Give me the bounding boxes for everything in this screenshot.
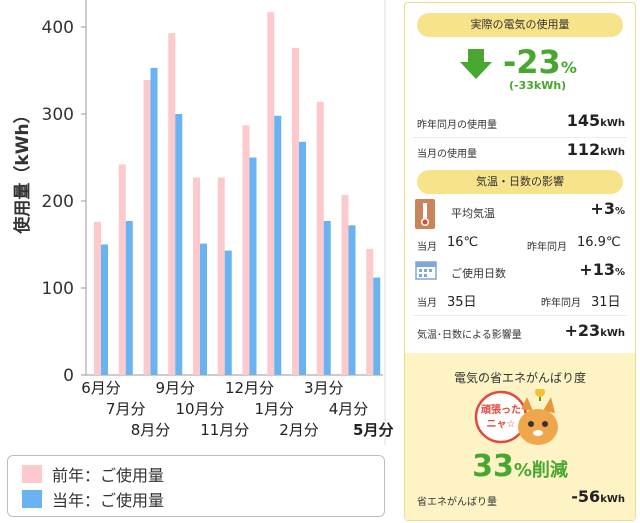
temp-prev-label: 昨年同月 [527, 242, 567, 253]
x-tick-label: 8月分 [131, 421, 171, 439]
y-axis: 0 100 200 300 400 [42, 0, 386, 445]
y-tick-label: 200 [42, 192, 74, 212]
bar-prev-year [217, 177, 225, 375]
usage-summary-panel: 実際の電気の使用量 -23% (-33kWh) 昨年同月の使用量 145kWh … [404, 2, 636, 521]
bar-current-year [299, 141, 306, 375]
temp-current-label: 当月 [417, 242, 437, 253]
saving-value: -56kWh [571, 487, 625, 506]
impact-label: 気温･日数による影響量 [417, 330, 522, 341]
days-prev-label: 昨年同月 [541, 298, 581, 309]
x-tick-label: 6月分 [81, 379, 121, 397]
y-tick-label: 400 [42, 18, 74, 38]
legend-item-prev: 前年：ご使用量 [22, 463, 164, 485]
bar-prev-year [193, 177, 200, 375]
x-tick-label: 5月分 [353, 421, 393, 439]
divider [413, 315, 627, 316]
badge-text-1: 頑張った [480, 404, 521, 416]
bars [94, 12, 381, 376]
badge-text-2: ニャ☆ [487, 419, 516, 430]
chart-legend: 前年：ご使用量 当年：ご使用量 [7, 455, 385, 517]
effort-percent: 33%削減 [472, 449, 568, 484]
actual-usage-title: 実際の電気の使用量 [417, 13, 623, 37]
bar-current-year [175, 114, 183, 375]
prev-year-usage-value: 145kWh [566, 111, 625, 130]
bar-chart: 0 100 200 300 400 6月分 7月分 8月分 9月分 10月分 11月分 12月分 1月… [12, 0, 393, 445]
x-tick-label: 9月分 [155, 379, 195, 397]
current-usage-value: 112kWh [566, 140, 625, 159]
temp-prev-value: 16.9℃ [577, 235, 621, 250]
saving-label: 省エネがんばり量 [417, 497, 497, 508]
bar-current-year [274, 115, 282, 376]
impact-value: +23kWh [564, 321, 625, 340]
bar-prev-year [341, 194, 349, 375]
down-arrow-icon [460, 49, 492, 79]
prev-year-usage-label: 昨年同月の使用量 [417, 120, 497, 131]
bar-prev-year [292, 47, 299, 375]
bar-current-year [101, 244, 108, 375]
y-tick-label: 100 [42, 279, 74, 299]
days-impact-value: +13% [579, 260, 625, 279]
current-usage-label: 当月の使用量 [417, 149, 477, 160]
bar-current-year [200, 243, 207, 375]
thermometer-icon [415, 199, 435, 229]
cat-mascot-icon: 頑張った ニャ☆ [474, 389, 558, 445]
x-tick-label: 3月分 [304, 379, 344, 397]
temperature-label: 平均気温 [451, 207, 495, 220]
actual-usage-percent: -23% [503, 43, 577, 81]
y-tick-label: 300 [42, 105, 74, 125]
bar-current-year [150, 67, 158, 375]
legend-label-prev: 前年：ご使用量 [52, 466, 165, 485]
legend-swatch-curr [22, 490, 42, 508]
y-tick-label: 0 [63, 366, 74, 386]
calendar-icon [415, 261, 437, 280]
bar-current-year [323, 221, 331, 375]
temperature-impact-value: +3% [590, 199, 625, 218]
divider [413, 137, 627, 138]
x-axis: 6月分 7月分 8月分 9月分 10月分 11月分 12月分 1月分 2月分 3月分 4月分 5月分 [81, 379, 393, 439]
days-prev-value: 31日 [591, 295, 621, 310]
bar-prev-year [242, 125, 250, 375]
x-tick-label: 2月分 [279, 421, 319, 439]
y-axis-label: 使用量（kWh） [12, 106, 33, 234]
x-tick-label: 4月分 [329, 400, 369, 418]
days-current-value: 35日 [447, 295, 477, 310]
legend-item-curr: 当年：ご使用量 [22, 488, 164, 510]
x-tick-label: 12月分 [225, 379, 274, 397]
legend-label-curr: 当年：ご使用量 [52, 491, 165, 510]
x-tick-label: 10月分 [175, 400, 224, 418]
x-tick-label: 7月分 [106, 400, 146, 418]
bar-prev-year [267, 12, 275, 376]
bar-prev-year [118, 164, 126, 375]
legend-swatch-prev [22, 465, 42, 483]
days-label: ご使用日数 [451, 267, 506, 280]
x-tick-label: 1月分 [254, 400, 294, 418]
actual-usage-kwh: (-33kWh) [509, 79, 567, 92]
effort-section: 電気の省エネがんばり度 頑張った ニャ☆ 33%削減 省エネがんばり量 -56k… [405, 353, 635, 520]
bar-prev-year [366, 248, 374, 375]
bar-current-year [348, 225, 356, 375]
days-current-label: 当月 [417, 298, 437, 309]
bar-current-year [125, 221, 133, 375]
bar-current-year [373, 277, 381, 375]
bar-prev-year [316, 101, 324, 375]
bar-current-year [249, 157, 257, 375]
bar-prev-year [143, 80, 151, 375]
effort-title: 電気の省エネがんばり度 [453, 371, 586, 385]
x-tick-label: 11月分 [200, 421, 249, 439]
weather-impact-title: 気温・日数の影響 [417, 170, 623, 194]
bar-prev-year [168, 33, 176, 376]
temp-current-value: 16℃ [447, 235, 479, 250]
bar-current-year [224, 250, 232, 375]
bar-prev-year [94, 221, 101, 375]
